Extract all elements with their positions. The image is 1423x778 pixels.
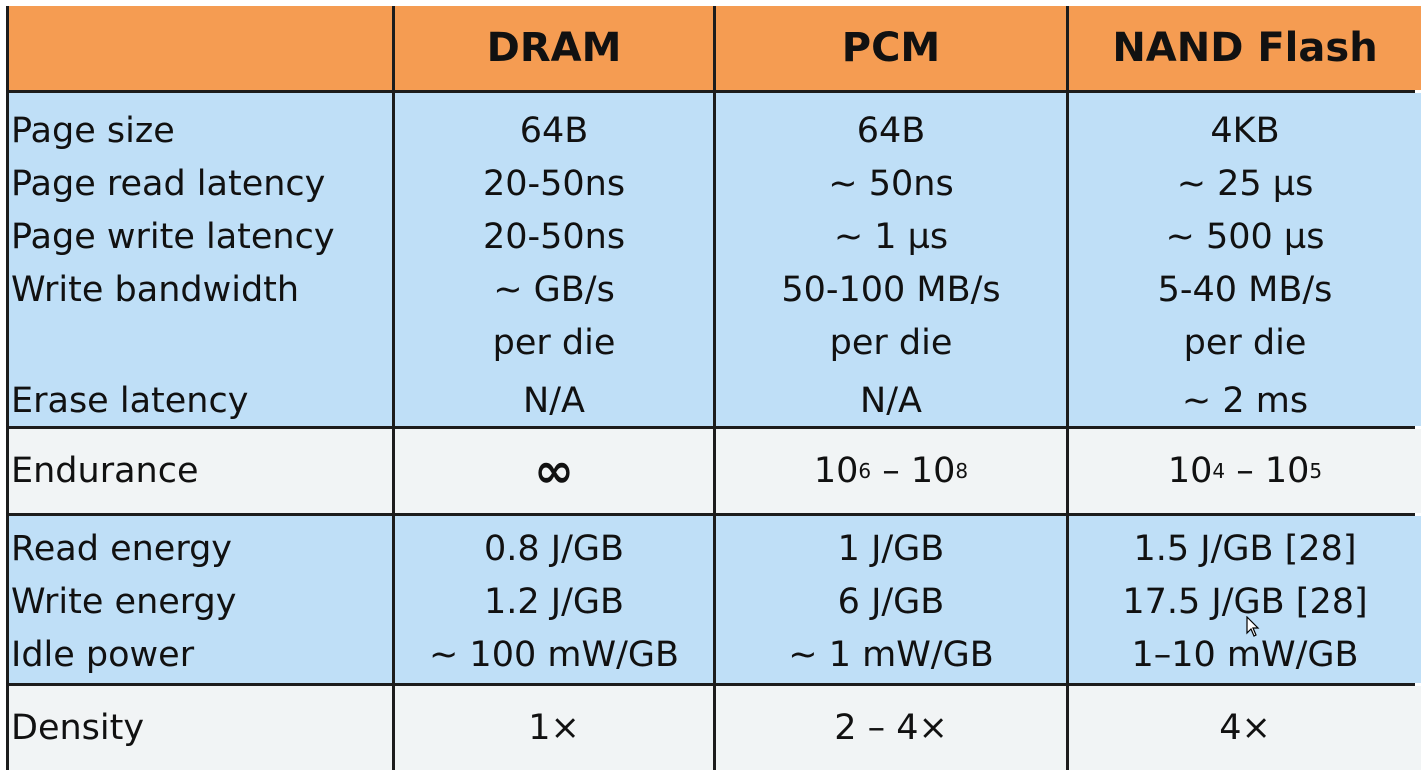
endurance-dram-cell: ∞ — [395, 429, 713, 513]
nand-endurance: 10 4 – 10 5 — [1069, 429, 1421, 513]
endurance-nand-cell: 10 4 – 10 5 — [1069, 429, 1421, 513]
pcm-per-die: per die — [829, 323, 953, 363]
pcm-endurance-base1: 10 — [813, 450, 859, 491]
label-write-energy: Write energy — [11, 582, 237, 622]
pcm-density: 2 – 4× — [834, 707, 948, 748]
main-labels-cell: Page size Page read latency Page write l… — [9, 93, 392, 426]
energy-pcm-cell: 1 J/GB 6 J/GB ~ 1 mW/GB — [716, 516, 1066, 683]
main-dram-cell: 64B 20-50ns 20-50ns ~ GB/s per die N/A — [395, 93, 713, 426]
pcm-write-bandwidth: 50-100 MB/s — [781, 270, 1001, 310]
label-erase-latency: Erase latency — [11, 381, 249, 421]
energy-dram-cell: 0.8 J/GB 1.2 J/GB ~ 100 mW/GB — [395, 516, 713, 683]
nand-write-energy: 17.5 J/GB [28] — [1122, 582, 1368, 622]
pcm-erase-latency: N/A — [860, 381, 922, 421]
energy-nand-cell: 1.5 J/GB [28] 17.5 J/GB [28] 1–10 mW/GB — [1069, 516, 1421, 683]
energy-labels-cell: Read energy Write energy Idle power — [9, 516, 392, 683]
pcm-endurance-base2: 10 — [910, 450, 956, 491]
density-nand-cell: 4× — [1069, 686, 1421, 770]
dram-write-latency: 20-50ns — [482, 217, 626, 257]
main-nand-cell: 4KB ~ 25 µs ~ 500 µs 5-40 MB/s per die ~… — [1069, 93, 1421, 426]
pcm-write-latency: ~ 1 µs — [833, 217, 949, 257]
density-dram-cell: 1× — [395, 686, 713, 770]
nand-erase-latency: ~ 2 ms — [1181, 381, 1309, 421]
dram-page-size: 64B — [519, 111, 589, 151]
pcm-idle-power: ~ 1 mW/GB — [788, 635, 994, 675]
label-idle-power: Idle power — [11, 635, 195, 675]
dram-read-latency: 20-50ns — [482, 164, 626, 204]
header-corner — [9, 6, 392, 90]
label-write-bandwidth: Write bandwidth — [11, 270, 300, 310]
label-page-read-latency: Page read latency — [11, 164, 326, 204]
label-read-energy: Read energy — [11, 529, 233, 569]
label-endurance: Endurance — [11, 450, 199, 491]
nand-idle-power: 1–10 mW/GB — [1131, 635, 1359, 675]
dram-density: 1× — [528, 707, 580, 748]
label-density: Density — [11, 707, 145, 748]
header-nand-flash: NAND Flash — [1069, 6, 1421, 90]
nand-write-latency: ~ 500 µs — [1165, 217, 1325, 257]
pcm-read-latency: ~ 50ns — [828, 164, 954, 204]
nand-page-size: 4KB — [1210, 111, 1280, 151]
pcm-read-energy: 1 J/GB — [837, 529, 945, 569]
comparison-table: DRAM PCM NAND Flash Page size Page read … — [6, 6, 1421, 770]
endurance-label-cell: Endurance — [9, 429, 392, 513]
nand-write-bandwidth: 5-40 MB/s — [1157, 270, 1333, 310]
main-pcm-cell: 64B ~ 50ns ~ 1 µs 50-100 MB/s per die N/… — [716, 93, 1066, 426]
label-blank — [11, 317, 392, 375]
nand-read-latency: ~ 25 µs — [1176, 164, 1314, 204]
dram-read-energy: 0.8 J/GB — [483, 529, 625, 569]
label-page-size: Page size — [11, 111, 175, 151]
density-pcm-cell: 2 – 4× — [716, 686, 1066, 770]
dram-endurance-infinity: ∞ — [534, 442, 574, 499]
dram-idle-power: ~ 100 mW/GB — [428, 635, 679, 675]
endurance-pcm-cell: 10 6 – 10 8 — [716, 429, 1066, 513]
dram-write-bandwidth: ~ GB/s — [493, 270, 615, 310]
pcm-endurance: 10 6 – 10 8 — [716, 429, 1066, 513]
pcm-endurance-sep: – — [871, 450, 911, 491]
label-page-write-latency: Page write latency — [11, 217, 335, 257]
dram-write-energy: 1.2 J/GB — [483, 582, 625, 622]
dram-erase-latency: N/A — [523, 381, 585, 421]
nand-endurance-sep: – — [1225, 450, 1265, 491]
pcm-page-size: 64B — [856, 111, 926, 151]
nand-read-energy: 1.5 J/GB [28] — [1133, 529, 1357, 569]
nand-per-die: per die — [1183, 323, 1307, 363]
pcm-write-energy: 6 J/GB — [837, 582, 945, 622]
mouse-cursor-icon — [1246, 616, 1260, 637]
dram-per-die: per die — [492, 323, 616, 363]
header-dram: DRAM — [395, 6, 713, 90]
nand-endurance-base1: 10 — [1167, 450, 1213, 491]
density-label-cell: Density — [9, 686, 392, 770]
header-pcm: PCM — [716, 6, 1066, 90]
nand-density: 4× — [1219, 707, 1271, 748]
nand-endurance-base2: 10 — [1264, 450, 1310, 491]
